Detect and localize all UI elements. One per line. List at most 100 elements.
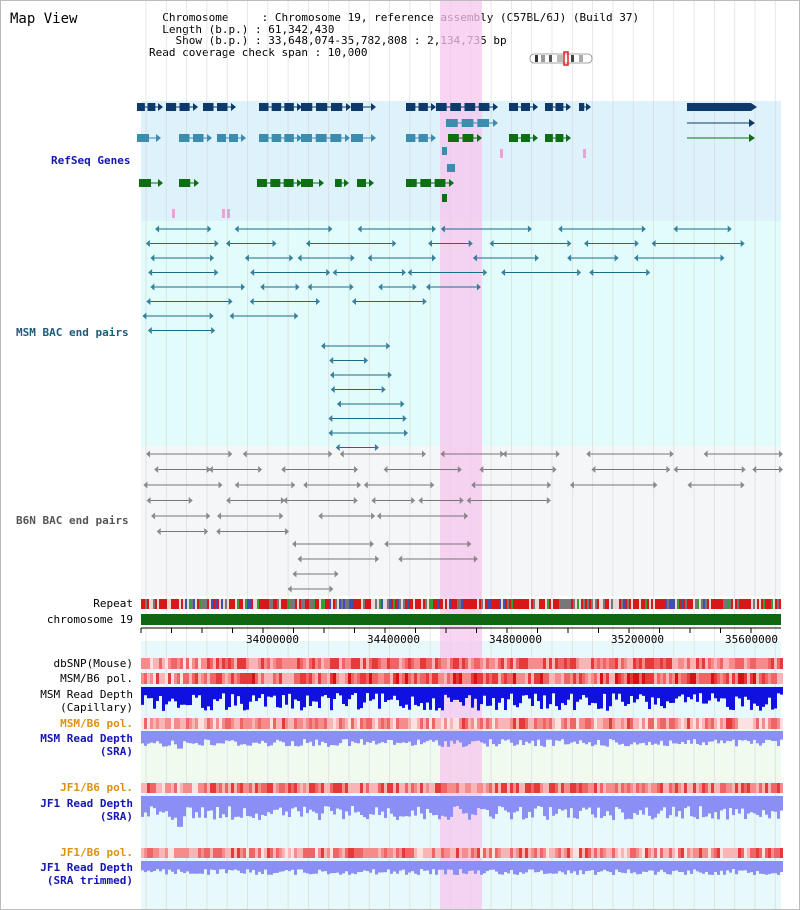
- depth-bar: [378, 861, 381, 873]
- track-label-msm-b6-pol[interactable]: MSM/B6 pol.: [60, 672, 133, 685]
- depth-bar: [600, 796, 603, 819]
- heat-cell: [663, 848, 666, 858]
- heat-cell: [690, 658, 693, 669]
- heat-cell: [726, 718, 729, 729]
- depth-bar: [630, 731, 633, 745]
- track-label-repeat[interactable]: Repeat: [93, 597, 133, 610]
- heat-cell: [489, 783, 492, 793]
- depth-bar: [771, 731, 774, 741]
- heat-cell: [678, 783, 681, 793]
- repeat-element: [347, 599, 349, 609]
- gene-exon: [436, 103, 447, 111]
- heat-cell: [258, 658, 261, 669]
- repeat-element: [579, 599, 581, 609]
- bac-end-marker: [249, 298, 254, 305]
- track-label-jf1-b6-pol-2[interactable]: JF1/B6 pol.: [60, 846, 133, 859]
- gene-strand-arrow: [493, 103, 498, 111]
- track-label-b6n-bac[interactable]: B6N BAC end pairs: [16, 514, 129, 527]
- depth-bar: [363, 687, 366, 703]
- repeat-element: [231, 599, 233, 609]
- bac-end-marker: [207, 225, 212, 233]
- repeat-element: [297, 599, 299, 609]
- depth-bar: [765, 796, 768, 815]
- depth-bar: [513, 731, 516, 746]
- repeat-element: [371, 599, 373, 609]
- track-label-jf1-depth-sra[interactable]: JF1 Read Depth (SRA): [40, 797, 133, 823]
- heat-cell: [621, 673, 624, 684]
- depth-bar: [627, 687, 630, 705]
- depth-bar: [603, 796, 606, 817]
- gene-exon: [442, 194, 447, 202]
- depth-bar: [330, 731, 333, 746]
- heat-cell: [447, 848, 450, 858]
- depth-bar: [666, 796, 669, 819]
- bac-end-marker: [418, 497, 423, 504]
- heat-cell: [258, 718, 261, 729]
- bac-end-marker: [673, 225, 678, 233]
- repeat-element: [675, 599, 677, 609]
- heat-cell: [456, 673, 459, 684]
- depth-bar: [228, 861, 231, 870]
- heat-cell: [435, 783, 438, 793]
- track-label-dbsnp[interactable]: dbSNP(Mouse): [53, 657, 133, 670]
- heat-cell: [768, 673, 771, 684]
- heat-cell: [777, 658, 780, 669]
- depth-bar: [501, 796, 504, 808]
- heat-cell: [204, 718, 207, 729]
- track-label-msm-bac[interactable]: MSM BAC end pairs: [16, 326, 129, 339]
- heat-cell: [327, 673, 330, 684]
- repeat-element: [649, 599, 651, 609]
- heat-cell: [348, 658, 351, 669]
- heat-cell: [348, 783, 351, 793]
- track-label-jf1-b6-pol[interactable]: JF1/B6 pol.: [60, 781, 133, 794]
- gene-strand-arrow: [477, 134, 482, 142]
- depth-bar: [762, 687, 765, 707]
- depth-bar: [234, 861, 237, 870]
- heat-cell: [711, 673, 714, 684]
- heat-cell: [597, 783, 600, 793]
- heat-cell: [252, 658, 255, 669]
- track-label-refseq[interactable]: RefSeq Genes: [51, 154, 131, 167]
- track-label-msm-depth-capillary[interactable]: MSM Read Depth (Capillary): [40, 688, 133, 714]
- heat-cell: [342, 718, 345, 729]
- heat-cell: [648, 718, 651, 729]
- heat-cell: [534, 783, 537, 793]
- depth-bar: [480, 861, 483, 875]
- gene-exon: [193, 134, 204, 142]
- heat-cell: [387, 658, 390, 669]
- heat-cell: [171, 783, 174, 793]
- heat-cell: [642, 658, 645, 669]
- track-label-jf1-depth-trimmed[interactable]: JF1 Read Depth (SRA trimmed): [40, 861, 133, 887]
- gene-strand-arrow: [751, 103, 757, 111]
- depth-bar: [285, 687, 288, 705]
- repeat-element: [391, 599, 393, 609]
- heat-cell: [651, 783, 654, 793]
- depth-bar: [309, 687, 312, 706]
- track-label-msm-b6-pol-2[interactable]: MSM/B6 pol.: [60, 717, 133, 730]
- depth-bar: [750, 687, 753, 710]
- heat-cell: [279, 658, 282, 669]
- track-label-chromosome[interactable]: chromosome 19: [46, 613, 133, 626]
- heat-cell: [765, 658, 768, 669]
- gene-exon: [406, 179, 417, 187]
- bac-end-marker: [150, 254, 155, 262]
- heat-cell: [747, 718, 750, 729]
- heat-cell: [504, 783, 507, 793]
- depth-bar: [444, 796, 447, 817]
- heat-cell: [198, 718, 201, 729]
- repeat-element: [743, 599, 745, 609]
- depth-bar: [486, 687, 489, 706]
- heat-cell: [537, 783, 540, 793]
- depth-bar: [663, 731, 666, 746]
- heat-cell: [693, 658, 696, 669]
- track-label-msm-depth-sra[interactable]: MSM Read Depth (SRA): [40, 732, 133, 758]
- heat-cell: [414, 718, 417, 729]
- heat-cell: [270, 718, 273, 729]
- heat-cell: [768, 718, 771, 729]
- depth-bar: [666, 861, 669, 875]
- repeat-element: [301, 599, 303, 609]
- depth-bar: [654, 796, 657, 818]
- heat-cell: [507, 673, 510, 684]
- depth-bar: [504, 687, 507, 711]
